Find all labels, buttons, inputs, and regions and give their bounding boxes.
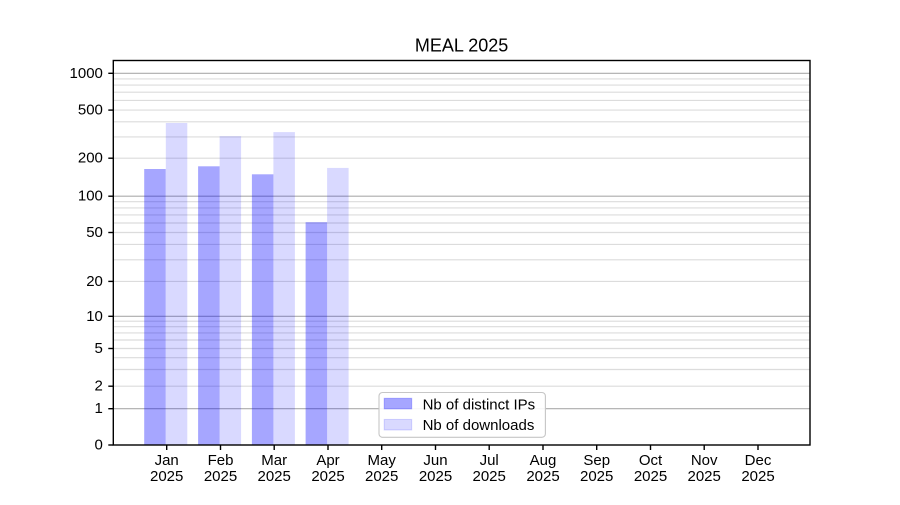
svg-text:Jan: Jan	[155, 452, 179, 469]
svg-text:Jul: Jul	[480, 452, 499, 469]
svg-text:2025: 2025	[634, 468, 667, 485]
svg-text:2025: 2025	[580, 468, 613, 485]
svg-text:1000: 1000	[70, 65, 103, 82]
svg-text:10: 10	[86, 308, 103, 325]
svg-text:2025: 2025	[688, 468, 721, 485]
svg-text:2025: 2025	[311, 468, 344, 485]
svg-text:Nb of distinct IPs: Nb of distinct IPs	[423, 396, 536, 413]
svg-text:1: 1	[95, 400, 103, 417]
svg-text:Sep: Sep	[583, 452, 610, 469]
svg-text:Apr: Apr	[316, 452, 339, 469]
svg-text:2025: 2025	[741, 468, 774, 485]
svg-text:5: 5	[95, 340, 103, 357]
svg-text:Aug: Aug	[530, 452, 557, 469]
svg-text:Jun: Jun	[423, 452, 447, 469]
svg-text:2025: 2025	[526, 468, 559, 485]
svg-text:Nb of downloads: Nb of downloads	[423, 417, 535, 434]
svg-text:Nov: Nov	[691, 452, 718, 469]
svg-text:Oct: Oct	[639, 452, 663, 469]
svg-text:2025: 2025	[419, 468, 452, 485]
svg-text:2025: 2025	[150, 468, 183, 485]
svg-text:50: 50	[86, 224, 103, 241]
svg-text:2025: 2025	[258, 468, 291, 485]
svg-text:2: 2	[95, 378, 103, 395]
svg-text:May: May	[368, 452, 397, 469]
svg-text:Feb: Feb	[208, 452, 234, 469]
svg-text:0: 0	[95, 437, 103, 454]
svg-text:Mar: Mar	[261, 452, 287, 469]
svg-text:20: 20	[86, 273, 103, 290]
svg-text:100: 100	[78, 188, 103, 205]
svg-text:Dec: Dec	[745, 452, 772, 469]
svg-text:500: 500	[78, 102, 103, 119]
svg-text:200: 200	[78, 150, 103, 167]
svg-text:2025: 2025	[365, 468, 398, 485]
svg-text:MEAL 2025: MEAL 2025	[415, 36, 508, 56]
svg-text:2025: 2025	[473, 468, 506, 485]
svg-text:2025: 2025	[204, 468, 237, 485]
